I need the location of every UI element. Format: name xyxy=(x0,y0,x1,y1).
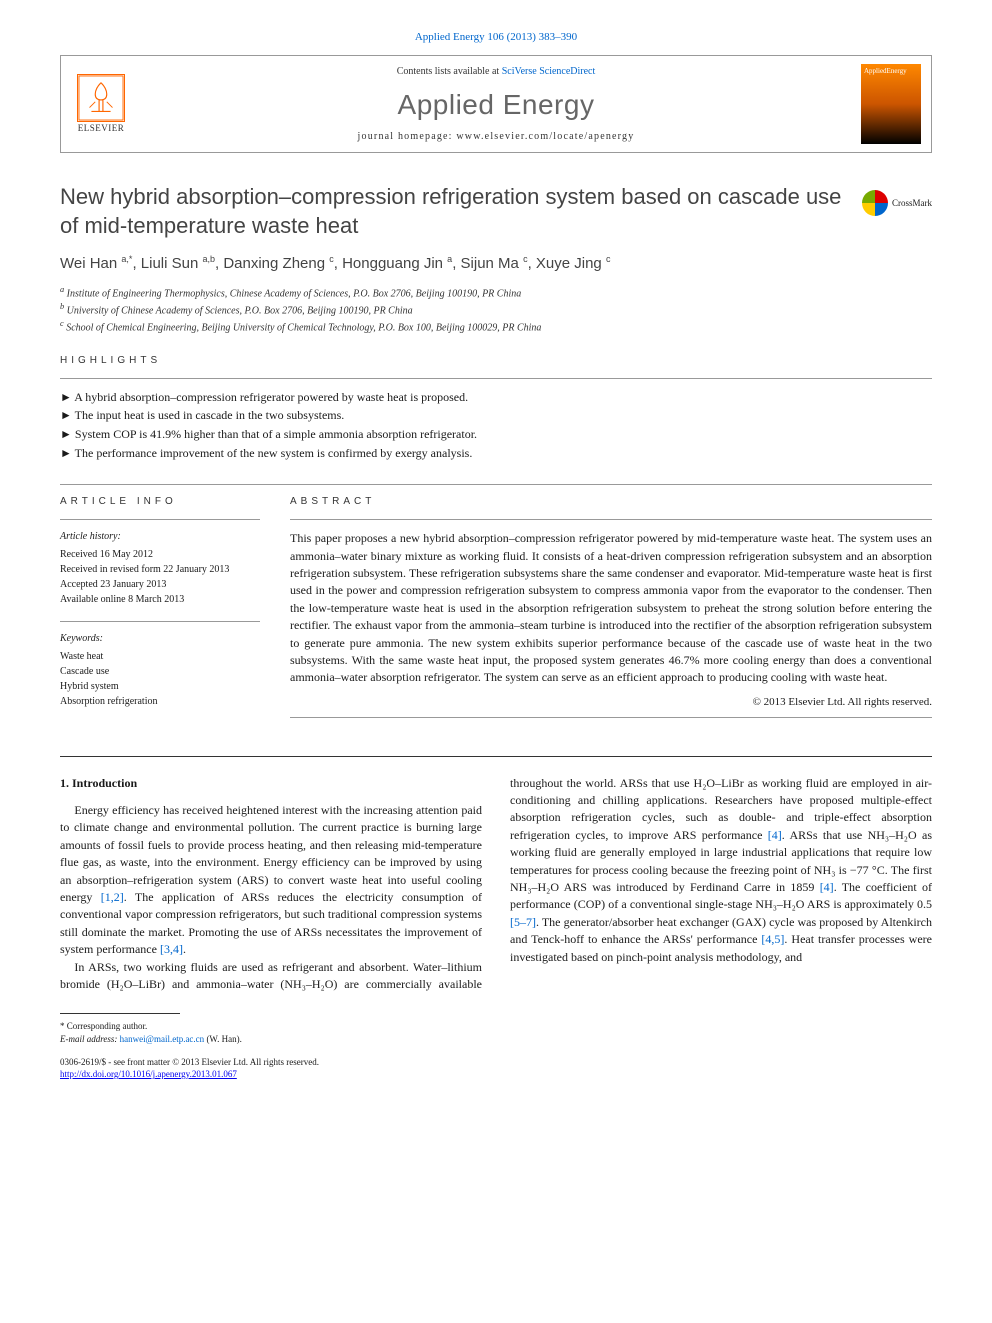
divider xyxy=(60,484,932,485)
history-line: Accepted 23 January 2013 xyxy=(60,577,260,592)
journal-cover-thumb: AppliedEnergy xyxy=(861,64,921,144)
highlights-heading: highlights xyxy=(60,354,932,368)
divider xyxy=(60,519,260,520)
intro-paragraph: Energy efficiency has received heightene… xyxy=(60,802,482,959)
divider xyxy=(60,621,260,622)
highlights-list: A hybrid absorption–compression refriger… xyxy=(60,389,932,462)
keywords-label: Keywords: xyxy=(60,632,260,646)
crossmark-badge[interactable]: CrossMark xyxy=(862,183,932,223)
journal-header-box: ELSEVIER Contents lists available at Sci… xyxy=(60,55,932,153)
keyword-line: Waste heat xyxy=(60,649,260,664)
keywords-block: Keywords: Waste heatCascade useHybrid sy… xyxy=(60,632,260,709)
email-suffix: (W. Han). xyxy=(204,1034,242,1044)
keyword-line: Cascade use xyxy=(60,664,260,679)
article-history-block: Article history: Received 16 May 2012Rec… xyxy=(60,530,260,607)
affiliations: a Institute of Engineering Thermophysics… xyxy=(60,284,932,336)
contents-prefix: Contents lists available at xyxy=(397,66,502,77)
abstract-text: This paper proposes a new hybrid absorpt… xyxy=(290,530,932,687)
cover-label: AppliedEnergy xyxy=(864,67,907,75)
abstract-column: abstract This paper proposes a new hybri… xyxy=(290,495,932,728)
ref-link[interactable]: [4] xyxy=(820,880,834,894)
article-title: New hybrid absorption–compression refrig… xyxy=(60,183,842,240)
highlight-item: A hybrid absorption–compression refriger… xyxy=(60,389,932,406)
divider xyxy=(290,717,932,718)
bottom-matter: 0306-2619/$ - see front matter © 2013 El… xyxy=(60,1056,932,1081)
affiliation-line: a Institute of Engineering Thermophysics… xyxy=(60,284,932,301)
email-link[interactable]: hanwei@mail.etp.ac.cn xyxy=(120,1034,205,1044)
divider xyxy=(60,378,932,379)
ref-link[interactable]: [1,2] xyxy=(101,890,124,904)
intro-heading: 1. Introduction xyxy=(60,775,482,792)
copyright-line: © 2013 Elsevier Ltd. All rights reserved… xyxy=(290,695,932,711)
highlight-item: System COP is 41.9% higher than that of … xyxy=(60,426,932,443)
citation-line: Applied Energy 106 (2013) 383–390 xyxy=(60,30,932,45)
crossmark-icon xyxy=(862,190,888,216)
body-text: 1. Introduction Energy efficiency has re… xyxy=(60,775,932,994)
crossmark-label: CrossMark xyxy=(892,197,932,210)
homepage-line: journal homepage: www.elsevier.com/locat… xyxy=(143,130,849,144)
divider xyxy=(290,519,932,520)
history-line: Available online 8 March 2013 xyxy=(60,592,260,607)
keyword-line: Absorption refrigeration xyxy=(60,694,260,709)
history-label: Article history: xyxy=(60,530,260,544)
history-line: Received 16 May 2012 xyxy=(60,547,260,562)
article-info-column: article info Article history: Received 1… xyxy=(60,495,260,728)
homepage-url: www.elsevier.com/locate/apenergy xyxy=(456,131,634,142)
corresponding-author: * Corresponding author. xyxy=(60,1020,932,1033)
email-line: E-mail address: hanwei@mail.etp.ac.cn (W… xyxy=(60,1033,932,1046)
ref-link[interactable]: [4,5] xyxy=(761,932,784,946)
doi-link[interactable]: http://dx.doi.org/10.1016/j.apenergy.201… xyxy=(60,1069,237,1079)
highlight-item: The input heat is used in cascade in the… xyxy=(60,407,932,424)
journal-name: Applied Energy xyxy=(143,85,849,124)
ref-link[interactable]: [3,4] xyxy=(160,942,183,956)
full-divider xyxy=(60,756,932,757)
footnote-divider xyxy=(60,1013,180,1014)
abstract-heading: abstract xyxy=(290,495,932,510)
ref-link[interactable]: [5–7] xyxy=(510,915,536,929)
ref-link[interactable]: [4] xyxy=(768,828,782,842)
footnote-block: * Corresponding author. E-mail address: … xyxy=(60,1020,932,1045)
authors-line: Wei Han a,*, Liuli Sun a,b, Danxing Zhen… xyxy=(60,253,932,274)
affiliation-line: c School of Chemical Engineering, Beijin… xyxy=(60,318,932,335)
article-info-heading: article info xyxy=(60,495,260,509)
history-line: Received in revised form 22 January 2013 xyxy=(60,562,260,577)
elsevier-logo: ELSEVIER xyxy=(71,69,131,139)
header-center: Contents lists available at SciVerse Sci… xyxy=(143,65,849,144)
email-label: E-mail address: xyxy=(60,1034,120,1044)
elsevier-label: ELSEVIER xyxy=(78,122,125,135)
elsevier-tree-icon xyxy=(77,74,125,122)
front-matter-line: 0306-2619/$ - see front matter © 2013 El… xyxy=(60,1056,932,1069)
homepage-prefix: journal homepage: xyxy=(358,131,457,142)
highlight-item: The performance improvement of the new s… xyxy=(60,445,932,462)
sciencedirect-link[interactable]: SciVerse ScienceDirect xyxy=(502,66,596,77)
affiliation-line: b University of Chinese Academy of Scien… xyxy=(60,301,932,318)
contents-line: Contents lists available at SciVerse Sci… xyxy=(143,65,849,79)
keyword-line: Hybrid system xyxy=(60,679,260,694)
